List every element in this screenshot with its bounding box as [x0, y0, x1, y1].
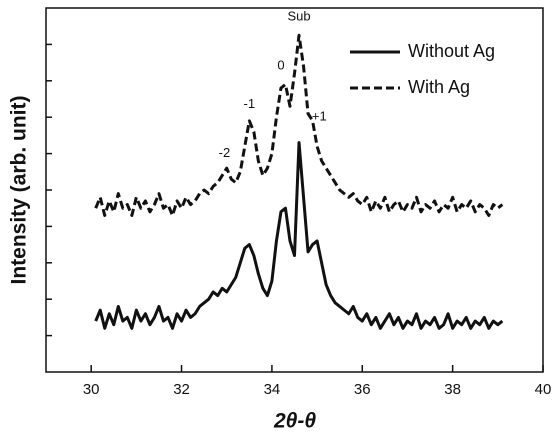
annotation: -2: [219, 145, 231, 160]
y-axis-label: Intensity (arb. unit): [8, 96, 31, 285]
annotation: Sub: [287, 9, 310, 24]
legend-label: Without Ag: [408, 41, 495, 61]
annotation: -1: [244, 96, 256, 111]
legend-label: With Ag: [408, 77, 470, 97]
x-tick-label: 34: [264, 381, 281, 398]
x-tick-label: 38: [444, 381, 461, 398]
annotation: +1: [312, 109, 327, 124]
x-tick-label: 36: [354, 381, 371, 398]
series-line: [94, 141, 504, 330]
x-tick-label: 30: [83, 381, 100, 398]
x-tick-label: 32: [173, 381, 190, 398]
annotation: 0: [277, 58, 284, 73]
x-axis-label: 2θ-θ: [273, 410, 316, 433]
series-line: [94, 33, 504, 217]
x-tick-label: 40: [535, 381, 552, 398]
